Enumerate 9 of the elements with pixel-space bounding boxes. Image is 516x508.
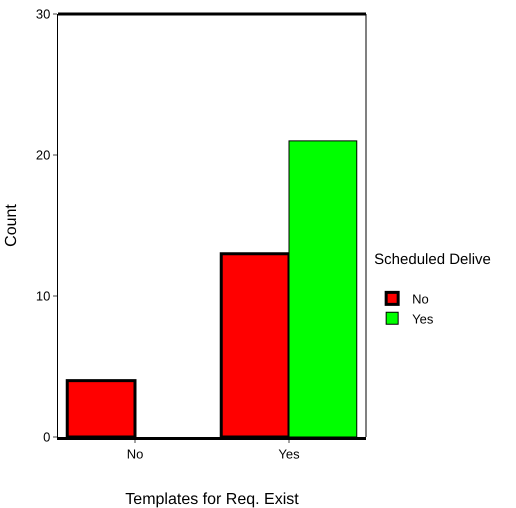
x-axis-title: Templates for Req. Exist (125, 491, 300, 508)
y-tick-label: 30 (36, 6, 50, 22)
y-tick-label: 10 (36, 288, 50, 304)
legend-label: Yes (412, 311, 434, 326)
legend-label: No (412, 291, 429, 306)
y-axis-title: Count (3, 204, 20, 247)
legend-title: Scheduled Delive (374, 250, 491, 268)
y-tick-label: 0 (43, 430, 50, 445)
y-tick-label: 20 (36, 148, 50, 163)
